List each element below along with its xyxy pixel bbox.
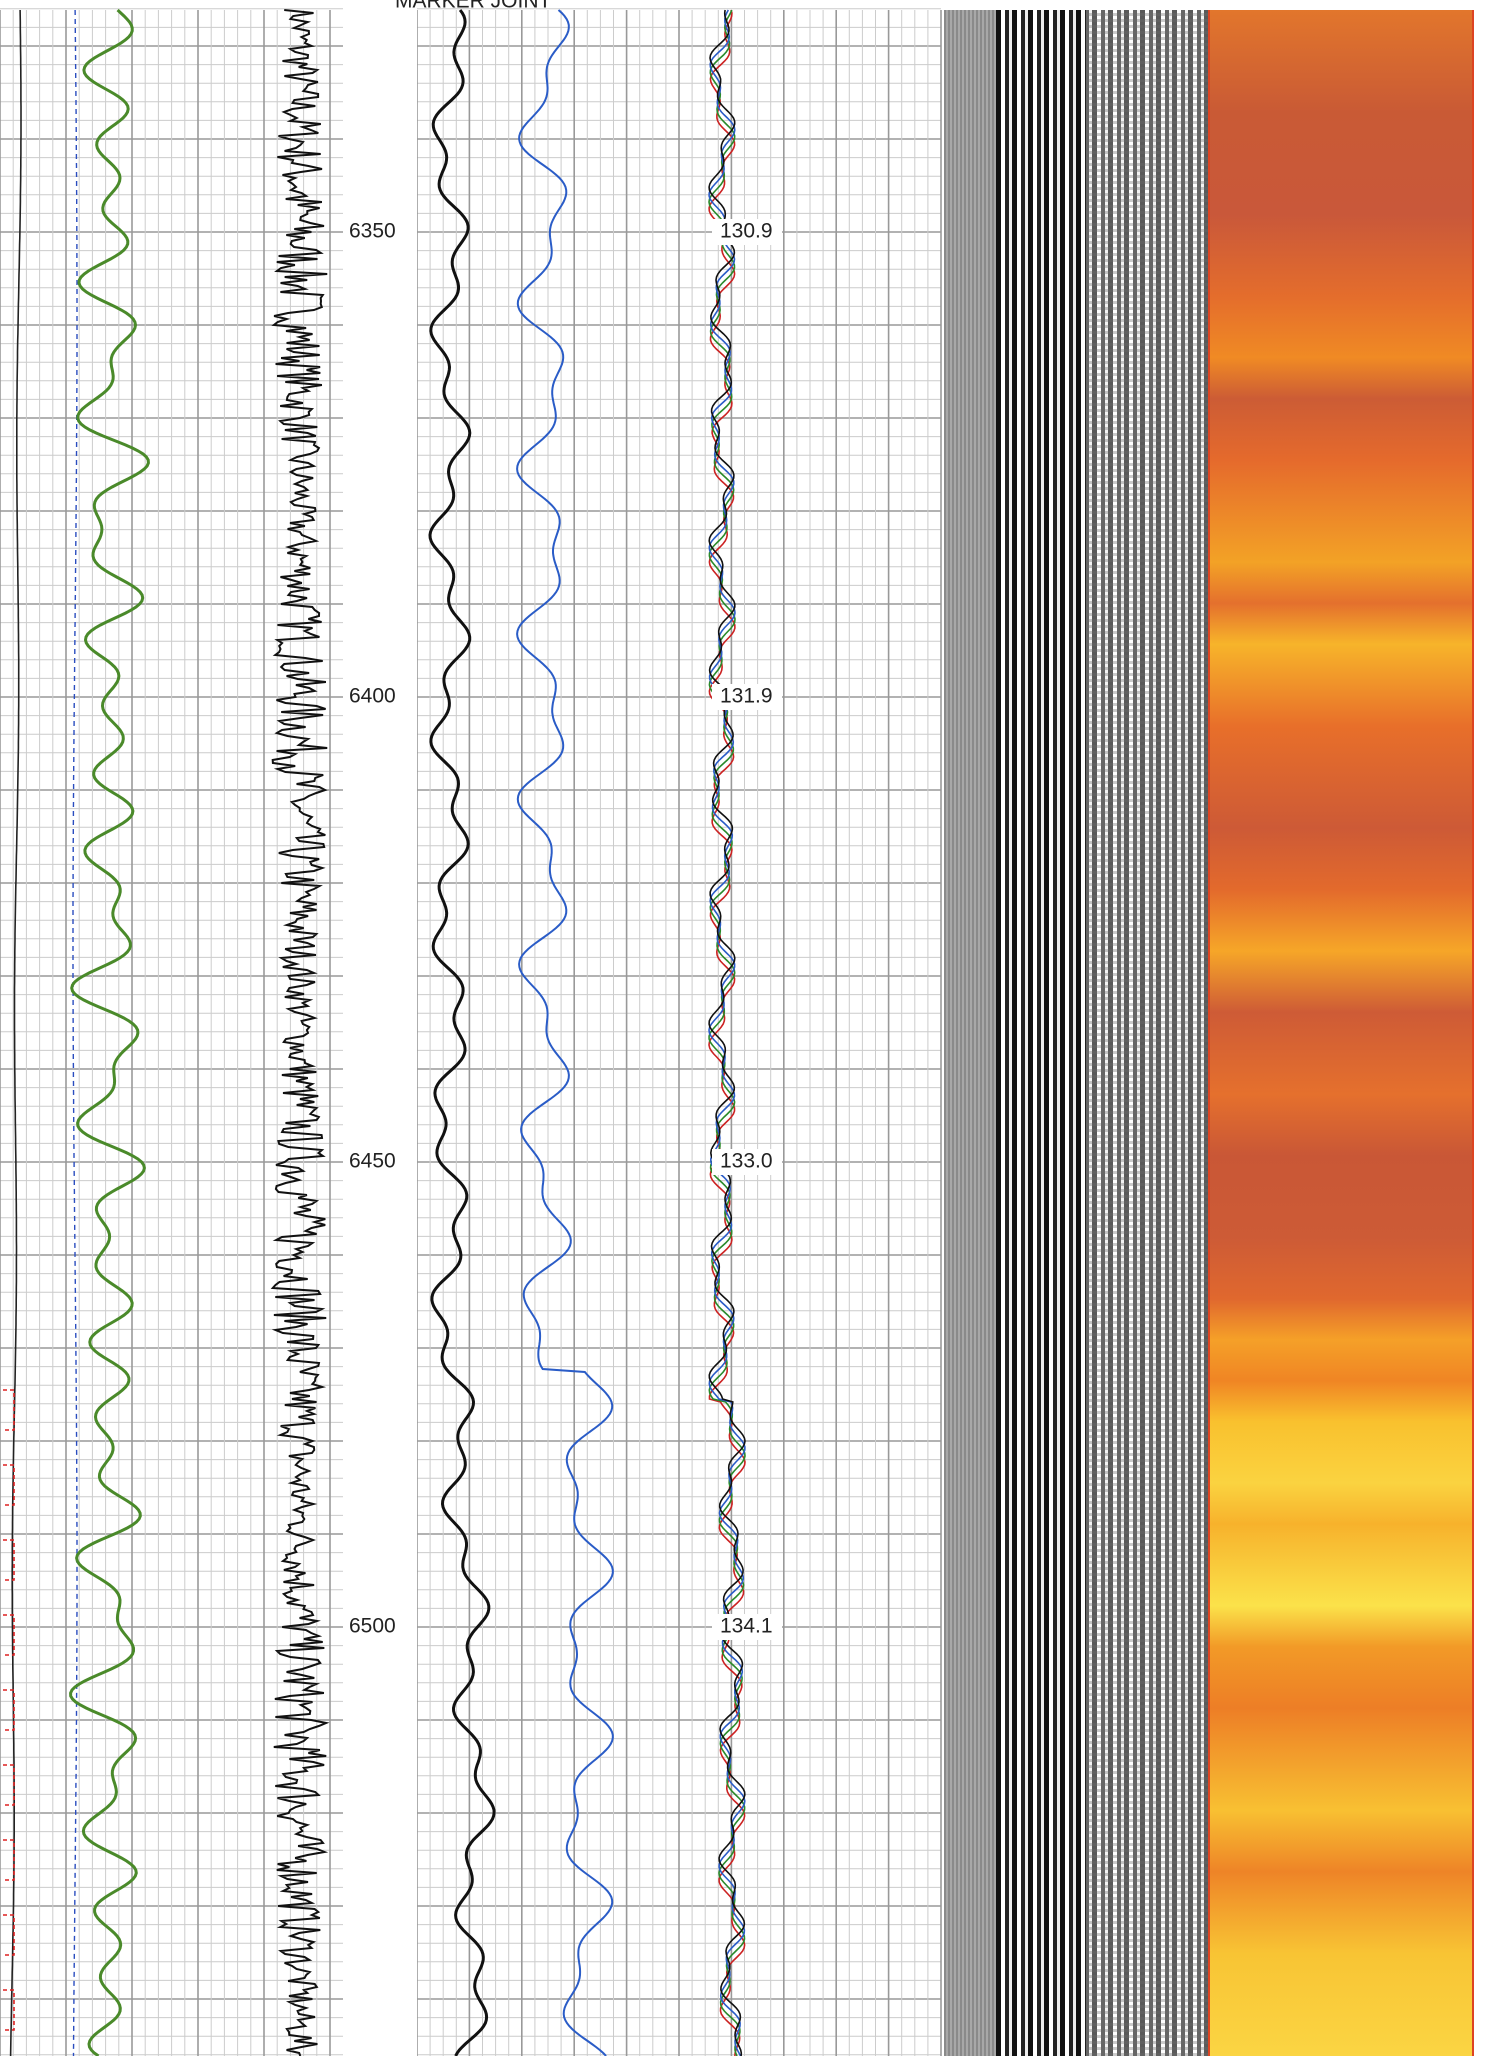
label-bg [712,219,782,245]
depth-label: 6400 [349,685,396,708]
curve-red [3,1764,15,1806]
label-bg [712,1149,782,1175]
time-label: 131.9 [720,685,773,708]
curve-blue [516,9,614,2056]
depth-label: 6500 [349,1615,396,1638]
time-label: 130.9 [720,220,773,243]
curve-red [3,1689,15,1731]
vdl-image [996,10,1208,2056]
log-tracks: MARKER JOINT 6350 6400 6450 6500 130.9 131.9 13… [0,0,942,2056]
label-bg [712,684,782,710]
curve-red [3,1539,15,1581]
time-label: 134.1 [720,1615,773,1638]
curve-red [3,1389,15,1431]
time-label: 133.0 [720,1150,773,1173]
image-log [1208,10,1474,2056]
depth-track [343,10,417,2056]
curve-black [428,9,496,2056]
marker-label: MARKER JOINT [395,0,552,13]
curve-noise [270,9,330,2056]
depth-label: 6450 [349,1150,396,1173]
depth-label: 6350 [349,220,396,243]
curve-thin [9,9,22,2056]
curve-wave [708,9,746,2056]
label-bg [712,1614,782,1640]
curve-green [69,8,150,2056]
curve-red [3,1914,15,1956]
curve-dashed [72,9,78,2056]
gray-band [944,10,996,2056]
curve-red [3,1464,15,1506]
curve-red [3,1839,15,1881]
curve-red [3,1614,15,1656]
curve-red [3,1989,15,2031]
